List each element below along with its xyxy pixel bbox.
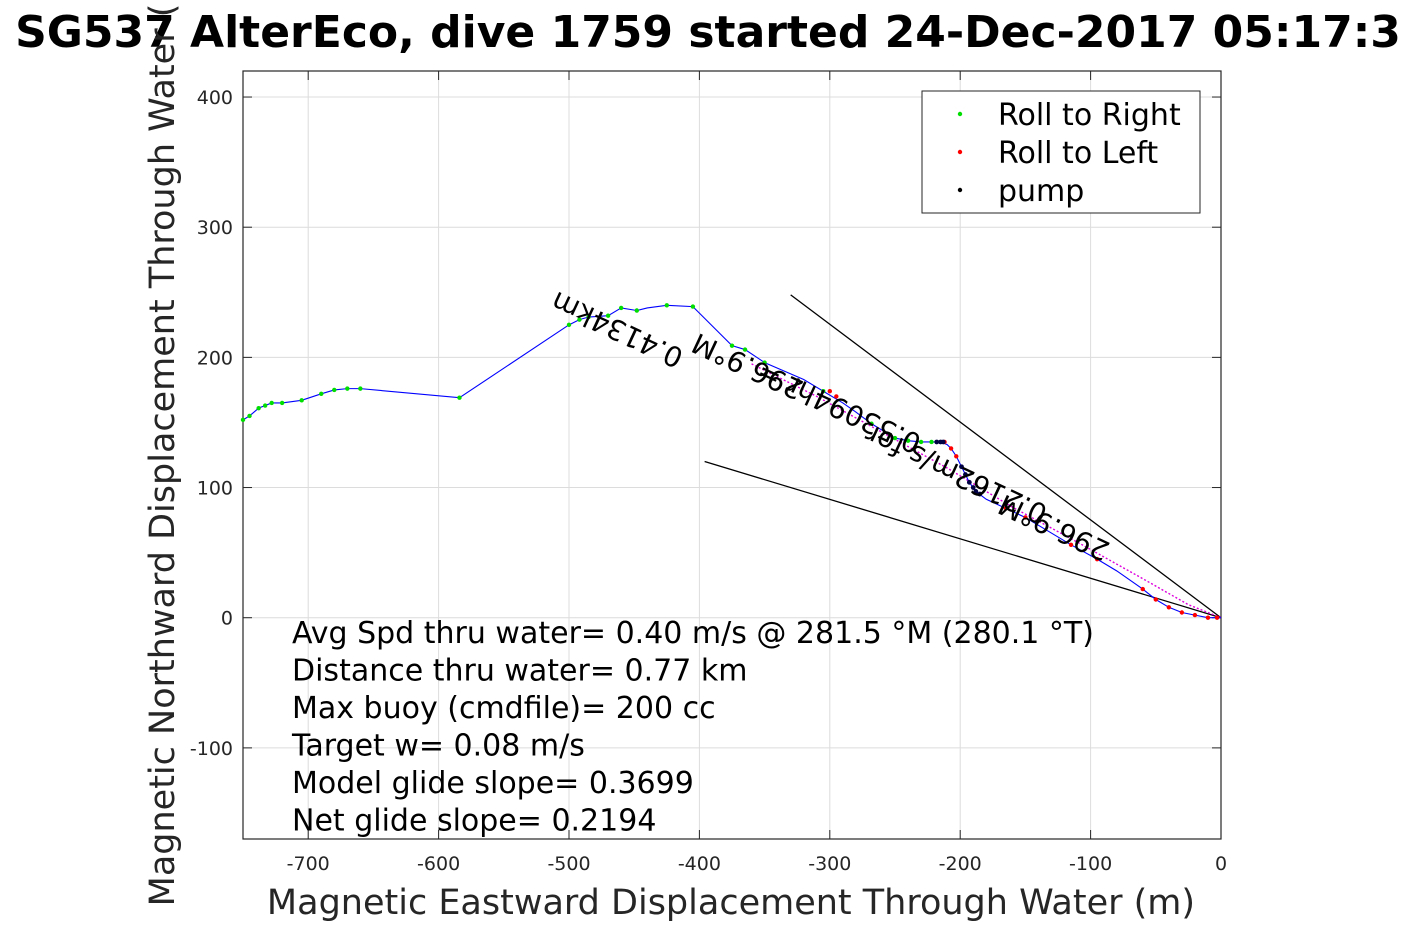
guide-line [704,460,1222,619]
legend-marker [957,111,963,117]
legend-label: pump [998,174,1084,209]
x-tick-label: -700 [287,853,330,875]
roll-left-point [1214,615,1220,620]
roll-right-point [319,391,324,397]
roll-right-point [690,304,696,309]
roll-left-point [1153,597,1159,602]
legend-marker [957,149,963,155]
stats-line: Model glide slope= 0.3699 [292,766,694,801]
roll-left-point [1023,515,1028,520]
chart-title: SG537 AlterEco, dive 1759 started 24-Dec… [15,7,1401,58]
roll-left-point [834,394,839,399]
x-tick-label: -200 [939,853,982,875]
roll-right-point [929,439,934,445]
roll-right-point [577,317,582,322]
roll-right-point [762,360,767,365]
x-tick-label: -500 [547,853,590,875]
roll-right-point [905,438,911,443]
x-tick-label: -300 [808,853,851,875]
roll-right-point [634,308,640,313]
roll-right-point [869,421,874,426]
pump-point [963,472,968,477]
y-tick-label: 0 [221,608,233,630]
y-tick-label: 200 [197,347,233,369]
pump-point [973,489,979,494]
legend-marker [957,187,963,193]
roll-right-point [345,386,350,391]
legend-label: Roll to Left [998,136,1158,171]
roll-left-point [1192,612,1198,618]
dead-reckoning-path [751,363,1222,619]
roll-right-point [618,305,624,311]
stats-line: Max buoy (cmdfile)= 200 cc [292,691,716,726]
x-tick-label: 0 [1215,853,1227,875]
roll-right-point [918,439,924,445]
x-tick-label: -100 [1069,853,1112,875]
roll-left-point [948,446,954,451]
pump-point [959,464,964,470]
pump-point [934,439,940,445]
x-tick-label: -600 [417,853,460,875]
roll-right-point [457,395,462,400]
roll-right-point [299,398,304,403]
x-axis-label: Magnetic Eastward Displacement Through W… [267,883,1195,923]
roll-right-point [729,343,735,348]
roll-right-point [332,387,337,393]
roll-left-point [1003,506,1009,511]
roll-left-point [1094,556,1100,562]
roll-left-point [1205,615,1211,620]
roll-right-point [240,417,246,423]
plot-frame [242,70,1222,840]
pump-point [966,479,972,485]
stats-line: Avg Spd thru water= 0.40 m/s @ 281.5 °M … [292,616,1094,651]
roll-right-point [892,435,898,441]
roll-right-point [566,322,572,328]
stats-line: Target w= 0.08 m/s [291,729,585,764]
roll-left-point [1140,586,1145,592]
legend-box [921,90,1201,214]
guide-line [790,294,1222,619]
roll-left-point [1166,605,1172,610]
y-axis-label: Magnetic Northward Displacement Through … [143,4,183,907]
legend-label: Roll to Right [998,98,1181,133]
roll-right-point [279,400,285,406]
roll-right-point [742,347,748,352]
roll-right-point [664,303,669,308]
pump-point [970,485,976,490]
stats-text-block: Avg Spd thru water= 0.40 m/s @ 281.5 °M … [291,616,1094,839]
pump-point [940,439,946,445]
roll-left-point [954,454,959,459]
roll-right-point [358,386,363,391]
y-tick-label: 100 [197,478,233,500]
y-tick-label: 300 [197,217,233,239]
roll-right-point [821,389,826,394]
roll-right-point [262,403,268,408]
pump-point [977,491,983,497]
roll-right-point [256,405,261,411]
x-tick-label: -400 [678,853,721,875]
y-tick-label: -100 [190,738,233,760]
y-tick-label: 400 [197,87,233,109]
stats-line: Net glide slope= 0.2194 [292,804,656,839]
roll-right-point [586,314,591,320]
roll-right-point [605,313,611,318]
roll-left-point [827,389,832,394]
roll-right-point [247,413,252,419]
stats-line: Distance thru water= 0.77 km [292,654,747,689]
roll-left-point [1068,542,1074,548]
roll-left-point [1179,610,1185,615]
roll-right-point [269,400,274,406]
